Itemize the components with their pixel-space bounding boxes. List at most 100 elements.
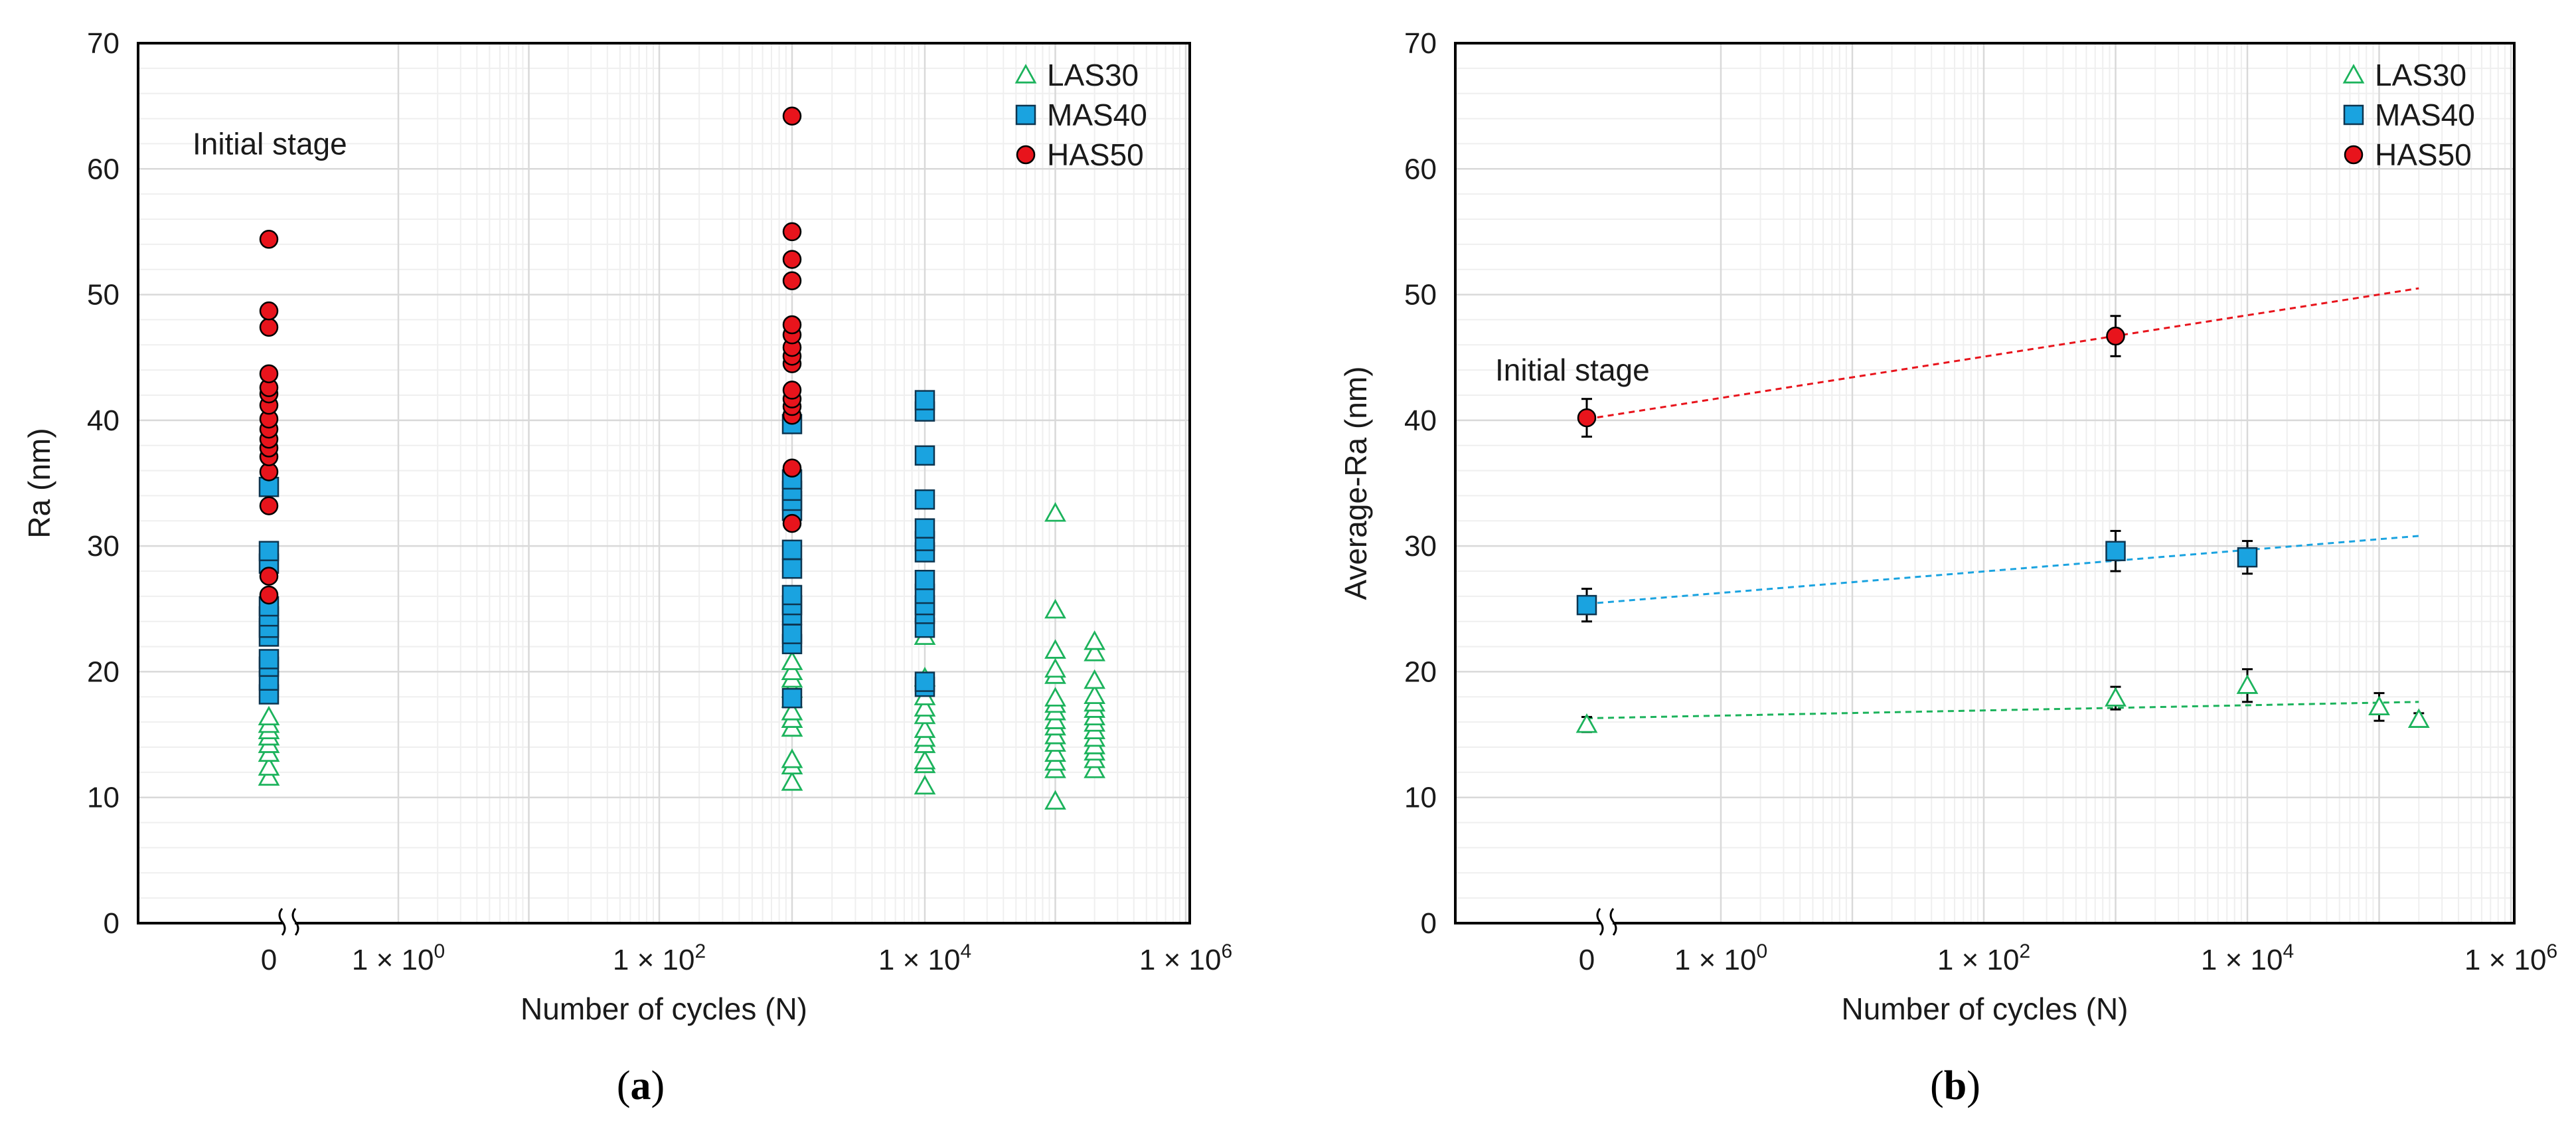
- trend-line-has50: [1586, 287, 2419, 420]
- x-tick-label: 1 × 104: [878, 940, 971, 976]
- series-mas40: [1576, 529, 2258, 623]
- data-point: [1044, 657, 1066, 678]
- series-las30: [1575, 668, 2430, 733]
- legend-marker-mas40: [1015, 104, 1036, 126]
- data-point: [258, 649, 280, 669]
- data-point: [914, 671, 935, 692]
- data-point: [914, 570, 935, 590]
- x-tick-base: 1 × 10: [2464, 944, 2547, 976]
- initial-stage-annotation: Initial stage: [1495, 353, 1650, 387]
- data-point: [1575, 713, 1598, 733]
- data-point: [259, 230, 279, 249]
- data-point: [782, 458, 802, 478]
- data-point: [1044, 598, 1066, 619]
- y-tick-label: 70: [1404, 27, 1437, 60]
- y-tick-label: 50: [87, 279, 120, 311]
- y-tick-label: 20: [87, 656, 120, 688]
- data-point: [259, 317, 279, 337]
- data-point: [1084, 758, 1106, 778]
- data-point: [2105, 541, 2126, 561]
- series-mas40: [258, 390, 935, 709]
- data-point: [1044, 790, 1066, 810]
- x-tick-base: 1 × 10: [613, 944, 695, 976]
- data-point: [1084, 630, 1106, 650]
- data-point: [1044, 639, 1066, 659]
- x-tick-label: 0: [261, 944, 277, 976]
- data-point: [914, 445, 935, 466]
- y-tick-label: 50: [1404, 279, 1437, 311]
- panel-label-open: (: [1930, 1063, 1944, 1108]
- x-tick-base: 1 × 10: [878, 944, 961, 976]
- data-point: [914, 489, 935, 510]
- panel-label-open: (: [617, 1063, 631, 1108]
- series-has50: [1577, 315, 2125, 438]
- legend-label: LAS30: [2375, 58, 2466, 92]
- initial-stage-annotation: Initial stage: [193, 126, 347, 161]
- data-point: [781, 624, 803, 644]
- data-point: [2237, 547, 2258, 568]
- legend-label: LAS30: [1047, 58, 1139, 92]
- data-point: [258, 766, 280, 786]
- panel-label-close: ): [1967, 1063, 1980, 1108]
- panel-label-letter: a: [631, 1063, 651, 1108]
- data-point: [782, 222, 802, 242]
- panel-label-close: ): [651, 1063, 665, 1108]
- data-point: [781, 748, 803, 768]
- x-tick-exponent: 4: [960, 940, 971, 962]
- legend-marker-las30: [2342, 64, 2365, 84]
- y-tick-label: 0: [1421, 907, 1437, 940]
- legend-marker-has50: [1016, 145, 1036, 165]
- data-point: [1084, 669, 1106, 689]
- major-grid: [1455, 42, 2514, 923]
- axis-break-mark: [1596, 908, 1604, 936]
- data-point: [781, 584, 803, 606]
- x-tick-label: 1 × 100: [352, 940, 445, 976]
- trend-line-mas40: [1586, 535, 2419, 605]
- legend: LAS30 MAS40 HAS50: [1014, 58, 1147, 172]
- x-tick-base: 1 × 10: [352, 944, 434, 976]
- data-point: [258, 541, 280, 561]
- data-point: [914, 518, 935, 539]
- x-tick-exponent: 0: [1756, 940, 1767, 962]
- y-axis-title: Average-Ra (nm): [1338, 367, 1373, 600]
- legend-label: MAS40: [2375, 98, 2475, 132]
- data-point: [914, 718, 936, 739]
- legend-label: MAS40: [1047, 98, 1147, 132]
- data-point: [1044, 687, 1066, 707]
- data-point: [2105, 687, 2127, 707]
- data-point: [259, 301, 279, 321]
- data-point: [914, 697, 936, 717]
- data-point: [1084, 684, 1106, 704]
- y-tick-label: 40: [87, 404, 120, 437]
- panel-label: (a): [617, 1063, 665, 1108]
- x-tick-exponent: 0: [434, 940, 445, 962]
- y-tick-label: 40: [1404, 404, 1437, 437]
- data-point: [1576, 594, 1597, 616]
- data-point: [782, 315, 802, 335]
- x-tick-base: 1 × 10: [1937, 944, 2020, 976]
- series-has50: [259, 106, 802, 605]
- data-point: [782, 513, 802, 533]
- data-point: [2407, 708, 2430, 728]
- y-tick-label: 60: [1404, 153, 1437, 185]
- x-axis-title: Number of cycles (N): [1842, 992, 2129, 1026]
- data-point: [914, 390, 935, 410]
- y-tick-label: 60: [87, 153, 120, 185]
- data-point: [781, 650, 803, 670]
- y-tick-label: 30: [1404, 530, 1437, 563]
- data-point: [781, 558, 803, 579]
- y-tick-label: 30: [87, 530, 120, 563]
- legend: LAS30 MAS40 HAS50: [2342, 58, 2475, 172]
- x-tick-label: 0: [1579, 944, 1595, 976]
- legend-marker-mas40: [2343, 104, 2364, 126]
- data-point: [259, 364, 279, 384]
- y-tick-label: 10: [1404, 782, 1437, 814]
- data-point: [259, 567, 279, 586]
- data-point: [258, 705, 280, 726]
- data-point: [259, 585, 279, 605]
- trend-line-las30: [1586, 701, 2419, 719]
- data-point: [2236, 674, 2259, 694]
